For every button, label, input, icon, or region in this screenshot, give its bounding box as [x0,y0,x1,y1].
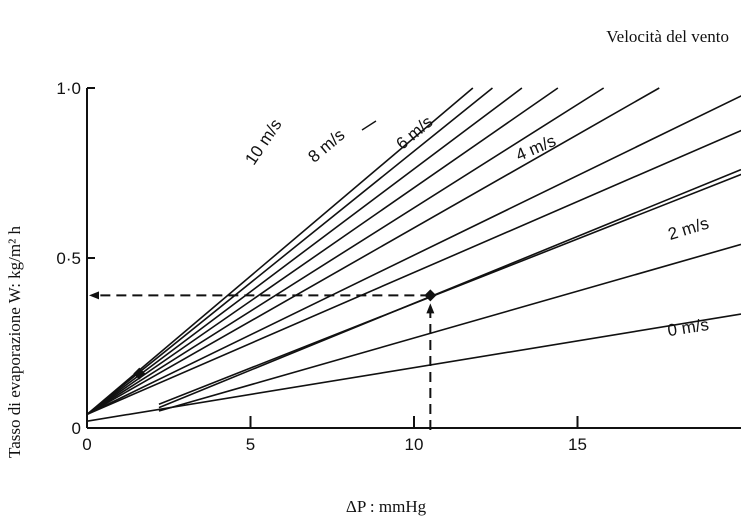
series-label: 2 m/s [666,214,711,244]
arrow-head-left [89,291,99,300]
series-line [158,243,741,412]
x-axis-title: ΔP : mmHg [346,497,427,516]
series-line [158,173,741,405]
series-line [87,95,741,416]
series-line [87,87,493,416]
series-line [87,87,559,416]
x-tick-label: 0 [82,435,91,454]
series-label: 6 m/s [392,112,436,153]
series-line [87,87,660,416]
arrow-head-up [426,303,435,314]
series-line [87,129,741,416]
y-axis-title: Tasso di evaporazione W: kg/m² h [5,226,24,458]
x-tick-label: 15 [568,435,587,454]
y-tick-label: 1·0 [56,79,81,98]
series-line [87,87,605,416]
series-label: 4 m/s [513,131,559,165]
data-point-marker [133,367,146,380]
x-tick-label: 10 [405,435,424,454]
series-line [87,313,741,422]
series-label: 8 m/s [304,125,348,166]
y-tick-label: 0 [72,419,81,438]
series-label: 0 m/s [666,315,710,340]
label-leader [361,120,377,131]
series-line [158,168,741,409]
series-line [87,87,474,416]
series-line [87,87,523,416]
plot-area: 0 5 10 15 0 0·5 1·0 10 m/s 8 m/s 6 m/s 4 m/s 2 m/s 0… [56,79,741,454]
y-tick-label: 0·5 [56,249,81,268]
x-tick-label: 5 [246,435,255,454]
chart-title: Velocità del vento [606,27,729,46]
series-label: 10 m/s [241,115,285,168]
